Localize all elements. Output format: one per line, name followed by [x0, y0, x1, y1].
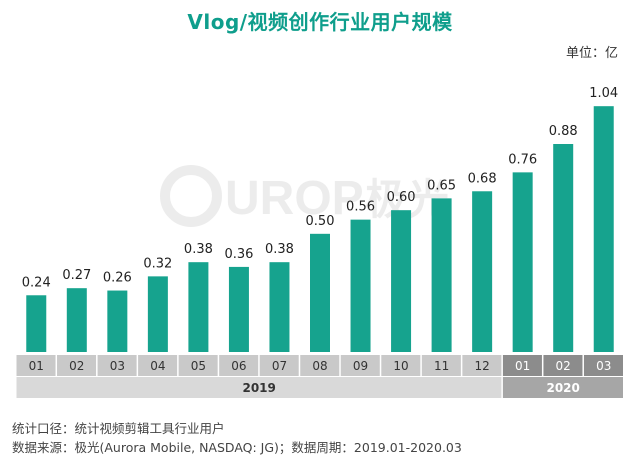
year-band [16, 377, 502, 398]
footnote-source: 数据来源：极光(Aurora Mobile, NASDAQ: JG)；数据周期：… [12, 440, 462, 455]
bars-layer [26, 106, 614, 352]
bar-chart: UROP 极光 0.24 0.27 0.26 0.32 0.38 0.36 0.38 0.50… [16, 86, 623, 398]
bar [472, 191, 493, 352]
watermark-circle-icon [160, 165, 222, 227]
month-tick-label: 02 [69, 359, 84, 373]
value-label: 0.26 [103, 271, 132, 286]
bar [512, 172, 533, 352]
month-tick-label: 10 [393, 359, 408, 373]
bar [269, 262, 290, 352]
chart-title: Vlog/视频创作行业用户规模 [187, 10, 453, 34]
month-tick-label: 04 [150, 359, 165, 373]
month-cell [421, 355, 461, 376]
year-label: 2019 [242, 381, 275, 395]
month-cell [340, 355, 380, 376]
month-tick-label: 06 [231, 359, 246, 373]
month-tick-label: 01 [515, 359, 530, 373]
bar [188, 262, 209, 352]
value-label: 0.65 [427, 178, 456, 193]
month-tick-label: 12 [474, 359, 489, 373]
bar [147, 276, 168, 352]
value-label: 0.56 [346, 200, 375, 215]
month-tick-label: 08 [312, 359, 327, 373]
value-label: 0.88 [549, 124, 578, 139]
month-cell [543, 355, 583, 376]
bar [107, 290, 128, 352]
value-label: 0.60 [387, 190, 416, 205]
month-tick-label: 07 [272, 359, 287, 373]
month-cell [583, 355, 623, 376]
bar [593, 106, 614, 352]
year-band [502, 377, 623, 398]
unit-label: 单位：亿 [565, 46, 618, 61]
value-label: 1.04 [589, 86, 618, 101]
bar [26, 295, 47, 352]
watermark-logo: UROP 极光 [160, 165, 449, 227]
bar [66, 288, 87, 352]
value-label: 0.32 [143, 256, 172, 271]
x-axis: 01 02 03 04 05 06 07 08 09 10 11 12 2019 01 02 03 2020 [16, 355, 623, 398]
bar [553, 144, 574, 352]
value-label: 0.68 [468, 171, 497, 186]
bar [310, 233, 330, 352]
month-tick-label: 09 [353, 359, 368, 373]
month-cell [462, 355, 502, 376]
bar [228, 266, 249, 352]
month-cell [502, 355, 542, 376]
month-tick-label: 03 [596, 359, 611, 373]
month-cell [300, 355, 340, 376]
month-cell [97, 355, 137, 376]
month-cell [381, 355, 421, 376]
bar [350, 219, 371, 352]
month-tick-label: 03 [110, 359, 125, 373]
value-label: 0.36 [224, 247, 253, 262]
month-tick-label: 05 [191, 359, 206, 373]
watermark-text: UROP [225, 172, 364, 225]
month-cell [259, 355, 299, 376]
month-cell [57, 355, 97, 376]
value-label: 0.27 [62, 268, 91, 283]
year-label: 2020 [546, 381, 579, 395]
month-tick-label: 02 [556, 359, 571, 373]
bar [391, 210, 412, 352]
value-label: 0.38 [184, 242, 213, 257]
value-labels-layer: 0.24 0.27 0.26 0.32 0.38 0.36 0.38 0.50 0.56 0.60… [22, 86, 618, 290]
month-cell [16, 355, 56, 376]
value-label: 0.50 [306, 214, 335, 229]
value-label: 0.38 [265, 242, 294, 257]
value-label: 0.24 [22, 275, 51, 290]
month-tick-label: 11 [434, 359, 449, 373]
month-cell [138, 355, 178, 376]
month-cell [178, 355, 218, 376]
value-label: 0.76 [508, 152, 537, 167]
month-tick-label: 01 [29, 359, 44, 373]
month-cell [219, 355, 259, 376]
footnote-scope: 统计口径：统计视频剪辑工具行业用户 [12, 421, 225, 436]
bar [431, 198, 452, 352]
